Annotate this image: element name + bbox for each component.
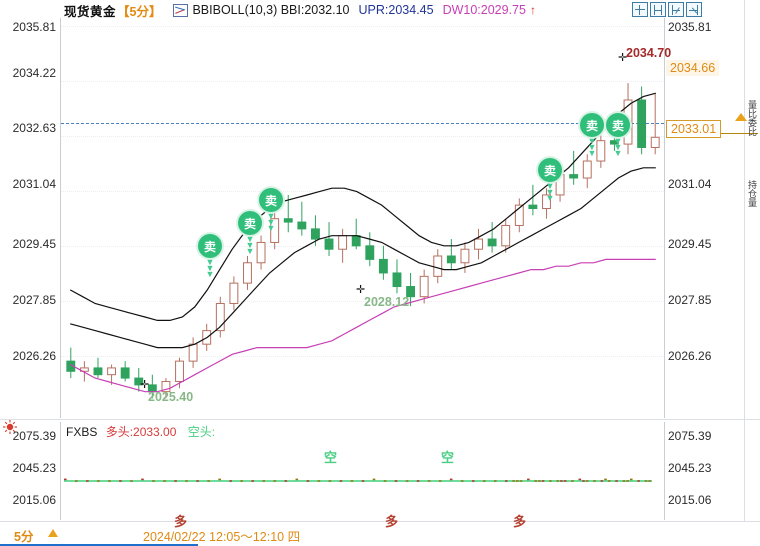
right-axis-label: 2027.85 — [668, 293, 712, 307]
sell-signal-badge[interactable]: 卖 — [259, 188, 283, 212]
side-panel-text: 持仓量 — [747, 180, 757, 207]
side-panel-text: 量比委比 — [747, 100, 757, 136]
bbiboll-readout: BBIBOLL(10,3) BBI:2032.10 — [192, 3, 350, 17]
gridline — [61, 356, 664, 357]
sub-plot-right-axis-rule — [664, 422, 665, 520]
price-marker-triangle-icon — [735, 113, 747, 121]
sell-signal-badge[interactable]: 卖 — [238, 211, 262, 235]
left-axis-label: 2032.63 — [12, 121, 56, 135]
fxbs-indicator-readout: FXBS 多头:2033.00 空头: — [66, 423, 215, 440]
gridline — [61, 301, 664, 302]
right-panel-divider — [744, 0, 745, 521]
low-crosshair-marker: ✛ — [140, 379, 150, 391]
sell-signal-badge[interactable]: 卖 — [538, 158, 562, 182]
gridline — [61, 136, 664, 137]
period-tab-triangle-icon[interactable] — [48, 529, 58, 537]
crosshair-tool-button[interactable] — [632, 2, 648, 17]
period-label[interactable]: 【5分】 — [117, 4, 162, 19]
scroll-end-tool-button[interactable] — [686, 2, 702, 17]
sell-signal-badge[interactable]: 卖 — [198, 234, 222, 258]
fit-left-tool-button[interactable] — [650, 2, 666, 17]
mid-crosshair-marker: ✛ — [356, 284, 366, 296]
status-divider — [0, 521, 760, 522]
sub-right-axis-label: 2015.06 — [668, 493, 712, 507]
long-signal-marker: 多 — [385, 514, 399, 529]
main-plot-right-axis-rule — [664, 18, 665, 418]
upr-readout: UPR:2034.45 — [358, 3, 434, 17]
sub-left-axis-label: 2015.06 — [12, 493, 56, 507]
current-price-connector — [700, 133, 758, 134]
long-signal-marker: 多 — [513, 514, 527, 529]
left-axis-label: 2034.22 — [12, 66, 56, 80]
high-price-annotation: 2034.70 — [626, 46, 672, 60]
short-signal-marker: 空 — [324, 450, 338, 465]
fxbs-short-value: 空头: — [187, 425, 216, 439]
right-axis-label: 2031.04 — [668, 177, 712, 191]
up-arrow-icon: ↑ — [529, 3, 536, 17]
sell-signal-badge[interactable]: 卖 — [580, 113, 604, 137]
dw10-readout: DW10:2029.75 — [442, 3, 526, 17]
sell-arrow-icon: ▼ ▼ ▼ — [613, 136, 623, 158]
mid-price-annotation: 2028.12 — [364, 295, 410, 309]
symbol-name[interactable]: 现货黄金 — [64, 4, 117, 19]
chart-header: 现货黄金 【5分】 BBIBOLL(10,3) BBI:2032.10 UPR:… — [0, 0, 760, 20]
sell-arrow-icon: ▼ ▼ ▼ — [245, 234, 255, 256]
gridline — [61, 81, 664, 82]
period-tab-5min[interactable]: 5分 — [14, 530, 34, 544]
right-axis-label: 2026.26 — [668, 349, 712, 363]
current-price-box[interactable]: 2033.01 — [666, 120, 722, 138]
price-level-dashed-line — [61, 123, 664, 124]
left-axis-label: 2035.81 — [12, 20, 56, 34]
left-axis-label: 2031.04 — [12, 177, 56, 191]
short-signal-marker: 空 — [441, 450, 455, 465]
left-axis-label: 2029.45 — [12, 237, 56, 251]
gridline — [61, 246, 664, 247]
sub-left-axis-label: 2075.39 — [12, 429, 56, 443]
high-crosshair-marker: ✛ — [618, 52, 628, 64]
timestamp-label: 2024/02/22 12:05～12:10 四 — [143, 530, 301, 544]
active-tab-underline — [0, 544, 198, 546]
chart-toolbar — [632, 2, 702, 17]
sell-arrow-icon: ▼ ▼ ▼ — [587, 136, 597, 158]
gridline — [61, 26, 664, 27]
sub-right-axis-label: 2075.39 — [668, 429, 712, 443]
fxbs-long-value: 多头:2033.00 — [105, 425, 177, 439]
main-plot-left-axis-rule — [60, 18, 61, 418]
sell-arrow-icon: ▼ ▼ ▼ — [266, 211, 276, 233]
left-axis-label: 2027.85 — [12, 293, 56, 307]
expand-right-tool-button[interactable] — [668, 2, 684, 17]
fxbs-name: FXBS — [66, 425, 98, 439]
left-axis-label: 2026.26 — [12, 349, 56, 363]
low-price-annotation: 2025.40 — [148, 390, 194, 404]
right-axis-label: 2035.81 — [668, 20, 712, 34]
right-axis-label: 2029.45 — [668, 237, 712, 251]
long-signal-marker: 多 — [174, 514, 188, 529]
gridline — [61, 191, 664, 192]
sub-left-axis-label: 2045.23 — [12, 461, 56, 475]
sub-plot-left-axis-rule — [60, 422, 61, 520]
upper-band-price-box: 2034.66 — [666, 60, 720, 76]
sell-signal-badge[interactable]: 卖 — [606, 113, 630, 137]
panel-divider — [0, 419, 760, 420]
brightness-icon[interactable] — [2, 419, 18, 435]
sell-arrow-icon: ▼ ▼ ▼ — [545, 181, 555, 203]
chart-indicator-icon[interactable] — [173, 3, 189, 17]
sub-right-axis-label: 2045.23 — [668, 461, 712, 475]
sell-arrow-icon: ▼ ▼ ▼ — [205, 257, 215, 279]
